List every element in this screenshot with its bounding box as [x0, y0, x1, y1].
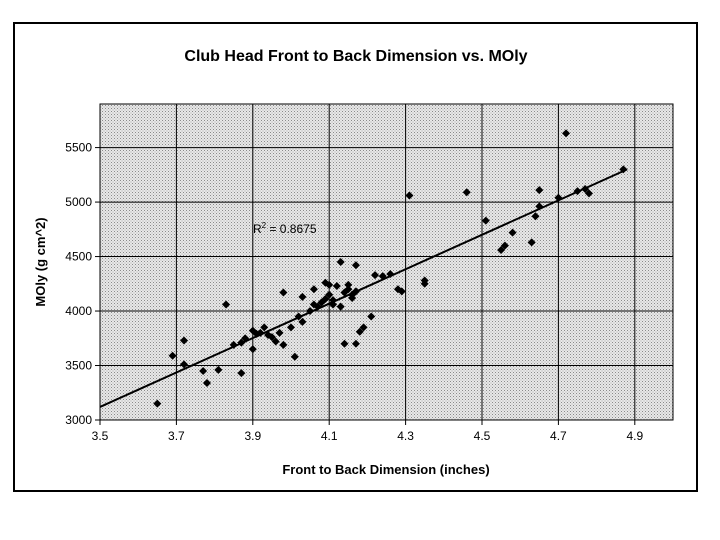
- r-squared-value: = 0.8675: [266, 222, 317, 236]
- chart-frame: Club Head Front to Back Dimension vs. MO…: [13, 22, 698, 492]
- y-tick-label: 3500: [65, 359, 92, 373]
- r-squared-symbol: R: [253, 222, 262, 236]
- scatter-chart: Club Head Front to Back Dimension vs. MO…: [15, 24, 696, 490]
- y-axis-label: MOly (g cm^2): [33, 217, 48, 306]
- y-tick-label: 4500: [65, 250, 92, 264]
- chart-title: Club Head Front to Back Dimension vs. MO…: [184, 48, 527, 65]
- x-tick-label: 4.3: [397, 429, 414, 443]
- x-tick-label: 4.5: [474, 429, 491, 443]
- x-tick-label: 4.9: [626, 429, 643, 443]
- x-tick-label: 3.7: [168, 429, 185, 443]
- y-tick-label: 5500: [65, 141, 92, 155]
- plot-area: [100, 104, 673, 420]
- x-tick-label: 4.1: [321, 429, 338, 443]
- x-tick-label: 3.9: [244, 429, 261, 443]
- y-tick-label: 3000: [65, 413, 92, 427]
- x-tick-label: 3.5: [92, 429, 109, 443]
- y-tick-label: 4000: [65, 304, 92, 318]
- x-axis-label: Front to Back Dimension (inches): [282, 462, 489, 477]
- y-tick-label: 5000: [65, 195, 92, 209]
- x-tick-label: 4.7: [550, 429, 567, 443]
